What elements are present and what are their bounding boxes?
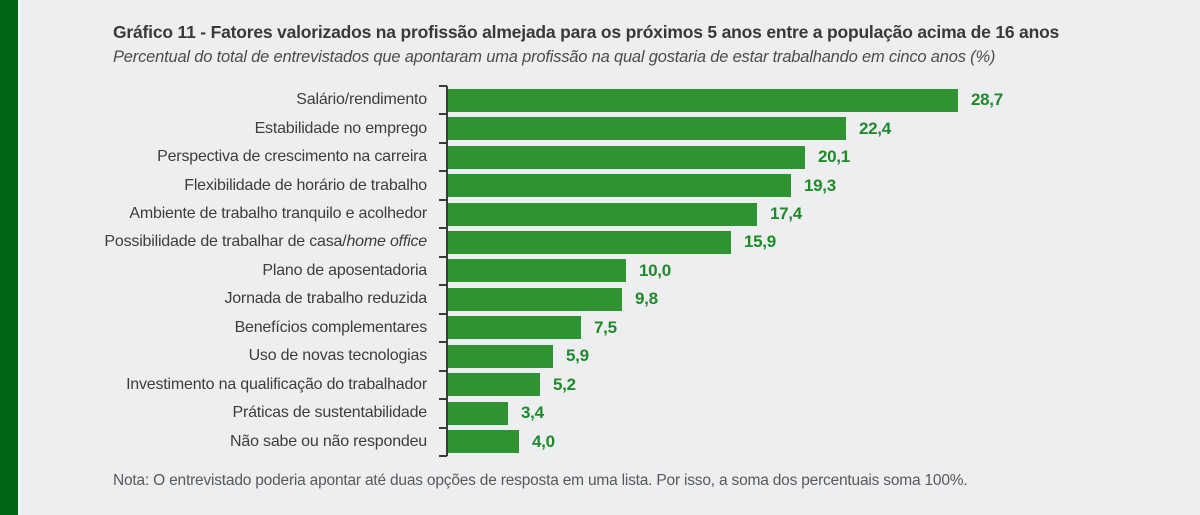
- chart-title: Gráfico 11 - Fatores valorizados na prof…: [113, 22, 1060, 42]
- bar: [448, 373, 540, 397]
- category-axis-line: [446, 86, 448, 456]
- category-label: Plano de aposentadoria: [262, 261, 427, 279]
- value-label: 22,4: [859, 118, 891, 138]
- axis-tick: [439, 426, 447, 429]
- bar: [448, 430, 519, 454]
- category-label: Estabilidade no emprego: [254, 119, 428, 137]
- category-label: Jornada de trabalho reduzida: [224, 290, 427, 308]
- chart-row: Investimento na qualificação do trabalha…: [0, 371, 1200, 399]
- bar: [448, 202, 757, 226]
- value-label: 5,9: [566, 346, 589, 366]
- axis-tick: [439, 113, 447, 116]
- axis-tick: [439, 85, 447, 87]
- bar: [448, 117, 846, 141]
- category-label: Práticas de sustentabilidade: [232, 404, 427, 422]
- chart-row: Salário/rendimento 28,7: [0, 86, 1200, 114]
- bar: [448, 259, 626, 283]
- axis-tick: [439, 284, 447, 287]
- value-label: 4,0: [532, 431, 555, 451]
- chart-row: Não sabe ou não respondeu 4,0: [0, 427, 1200, 455]
- axis-tick: [439, 455, 447, 457]
- axis-tick: [439, 312, 447, 315]
- value-label: 9,8: [635, 289, 658, 309]
- axis-tick: [439, 369, 447, 372]
- chart-subtitle: Percentual do total de entrevistados que…: [113, 48, 996, 66]
- category-label: Salário/rendimento: [296, 91, 427, 109]
- value-label: 10,0: [639, 260, 671, 280]
- chart-row: Práticas de sustentabilidade 3,4: [0, 399, 1200, 427]
- category-label: Uso de novas tecnologias: [248, 347, 428, 365]
- value-label: 20,1: [818, 147, 850, 167]
- bar: [448, 287, 622, 311]
- category-label: Possibilidade de trabalhar de casa/home …: [104, 233, 427, 251]
- chart-row: Possibilidade de trabalhar de casa/home …: [0, 228, 1200, 256]
- bar-chart-plot-area: Salário/rendimento 28,7 Estabilidade no em…: [0, 86, 1200, 456]
- chart-row: Ambiente de trabalho tranquilo e acolhed…: [0, 200, 1200, 228]
- chart-row: Perspectiva de crescimento na carreira 20…: [0, 143, 1200, 171]
- bar: [448, 230, 731, 254]
- chart-row: Benefícios complementares 7,5: [0, 314, 1200, 342]
- bar: [448, 316, 581, 340]
- bar: [448, 88, 958, 112]
- value-label: 28,7: [971, 90, 1003, 110]
- category-label: Perspectiva de crescimento na carreira: [157, 148, 427, 166]
- chart-row: Flexibilidade de horário de trabalho 19,3: [0, 171, 1200, 199]
- bar: [448, 174, 791, 198]
- value-label: 3,4: [521, 403, 544, 423]
- axis-tick: [439, 170, 447, 173]
- axis-tick: [439, 255, 447, 258]
- axis-tick: [439, 198, 447, 201]
- axis-tick: [439, 227, 447, 230]
- value-label: 17,4: [770, 204, 802, 224]
- category-label: Flexibilidade de horário de trabalho: [184, 176, 427, 194]
- category-label: Ambiente de trabalho tranquilo e acolhed…: [129, 205, 427, 223]
- bar: [448, 401, 508, 425]
- bar: [448, 145, 805, 169]
- category-label: Não sabe ou não respondeu: [230, 432, 427, 450]
- value-label: 15,9: [744, 232, 776, 252]
- left-accent-stripe: [0, 0, 20, 515]
- value-label: 5,2: [553, 374, 576, 394]
- chart-row: Plano de aposentadoria 10,0: [0, 257, 1200, 285]
- axis-tick: [439, 141, 447, 144]
- axis-tick: [439, 398, 447, 401]
- value-label: 7,5: [594, 317, 617, 337]
- bar: [448, 344, 553, 368]
- chart-row: Jornada de trabalho reduzida 9,8: [0, 285, 1200, 313]
- value-label: 19,3: [804, 175, 836, 195]
- category-label: Investimento na qualificação do trabalha…: [126, 375, 427, 393]
- category-label: Benefícios complementares: [234, 318, 428, 336]
- chart-row: Estabilidade no emprego 22,4: [0, 114, 1200, 142]
- axis-tick: [439, 341, 447, 344]
- footnote: Nota: O entrevistado poderia apontar até…: [113, 472, 968, 489]
- chart-row: Uso de novas tecnologias 5,9: [0, 342, 1200, 370]
